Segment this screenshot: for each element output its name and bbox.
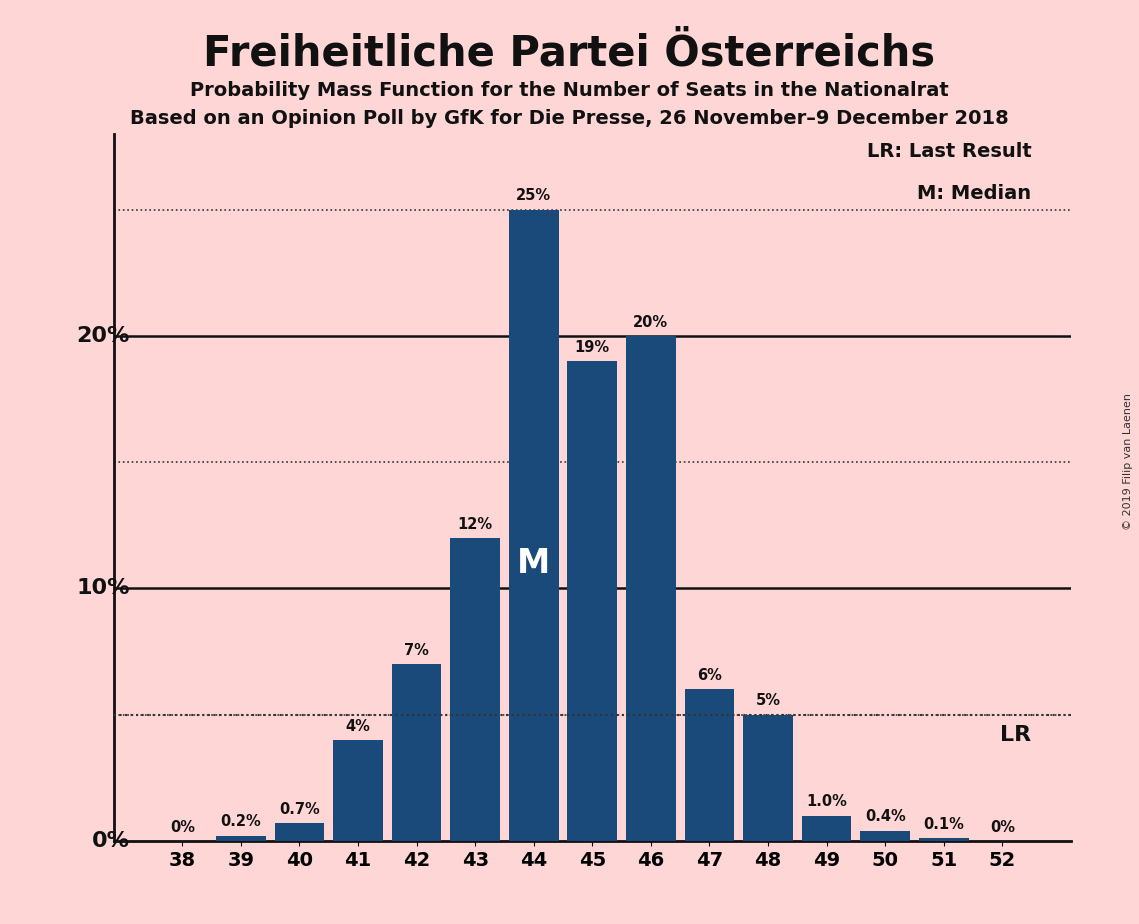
Bar [567, 361, 617, 841]
Text: 4%: 4% [345, 719, 370, 734]
Text: 0.2%: 0.2% [221, 814, 261, 830]
Text: 6%: 6% [697, 668, 722, 683]
Text: 20%: 20% [633, 315, 669, 330]
Bar [216, 836, 265, 841]
Bar [450, 538, 500, 841]
Text: 25%: 25% [516, 188, 551, 203]
Bar [743, 714, 793, 841]
Text: 1.0%: 1.0% [806, 795, 847, 809]
Text: LR: LR [1000, 724, 1032, 745]
Bar [919, 838, 968, 841]
Text: 19%: 19% [575, 340, 609, 355]
Text: 0.1%: 0.1% [924, 817, 964, 832]
Text: © 2019 Filip van Laenen: © 2019 Filip van Laenen [1123, 394, 1133, 530]
Bar [685, 689, 735, 841]
Text: M: M [517, 547, 550, 579]
Text: 0.4%: 0.4% [865, 809, 906, 824]
Bar [333, 740, 383, 841]
Text: 0%: 0% [990, 820, 1015, 834]
Text: Probability Mass Function for the Number of Seats in the Nationalrat: Probability Mass Function for the Number… [190, 81, 949, 101]
Bar [860, 831, 910, 841]
Bar [392, 664, 442, 841]
Text: Freiheitliche Partei Österreichs: Freiheitliche Partei Österreichs [204, 32, 935, 74]
Text: M: Median: M: Median [917, 185, 1032, 203]
Bar [802, 816, 852, 841]
Text: Based on an Opinion Poll by GfK for Die Presse, 26 November–9 December 2018: Based on an Opinion Poll by GfK for Die … [130, 109, 1009, 128]
Bar [626, 336, 675, 841]
Text: 7%: 7% [404, 643, 429, 658]
Text: 20%: 20% [76, 326, 130, 346]
Text: 0%: 0% [91, 831, 130, 851]
Bar [274, 823, 325, 841]
Text: 5%: 5% [755, 693, 780, 709]
Bar [509, 210, 558, 841]
Text: LR: Last Result: LR: Last Result [867, 141, 1032, 161]
Text: 0.7%: 0.7% [279, 802, 320, 817]
Text: 0%: 0% [170, 820, 195, 834]
Text: 12%: 12% [458, 517, 493, 531]
Text: 10%: 10% [76, 578, 130, 599]
